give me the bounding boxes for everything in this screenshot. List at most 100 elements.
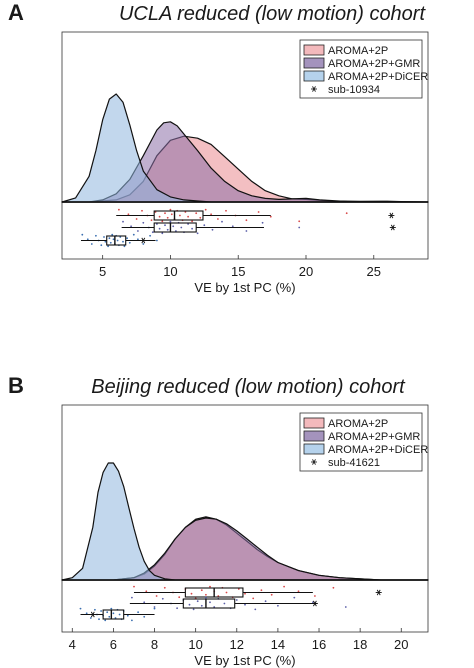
point-aroma-2p-dicer <box>108 615 111 618</box>
point-aroma-2p-gmr <box>235 599 238 601</box>
point-aroma-2p-gmr <box>205 596 207 599</box>
point-aroma-2p-gmr <box>151 231 154 234</box>
x-tick-label: 10 <box>188 637 202 652</box>
point-aroma-2p-gmr <box>130 225 133 228</box>
point-aroma-2p-gmr <box>169 220 172 223</box>
point-aroma-2p <box>217 218 219 220</box>
panel-letter: A <box>8 0 24 25</box>
point-aroma-2p-gmr <box>188 603 191 606</box>
plot-frame <box>61 31 429 260</box>
point-aroma-2p-dicer <box>149 234 152 237</box>
point-aroma-2p <box>145 590 148 593</box>
point-aroma-2p-dicer <box>142 243 145 245</box>
point-aroma-2p <box>135 218 138 220</box>
density-aroma-2p-gmr <box>61 517 429 581</box>
point-aroma-2p-dicer <box>137 238 139 241</box>
point-aroma-2p-gmr <box>176 607 179 610</box>
point-aroma-2p-gmr <box>245 230 248 232</box>
point-aroma-2p <box>163 586 166 589</box>
point-aroma-2p-gmr <box>344 606 347 608</box>
point-aroma-2p <box>257 211 260 213</box>
x-tick-label: 15 <box>231 264 245 279</box>
point-aroma-2p-gmr <box>192 608 195 611</box>
box-aroma-2p-gmr <box>182 598 236 609</box>
point-aroma-2p <box>190 592 193 595</box>
point-aroma-2p <box>154 211 157 213</box>
point-aroma-2p-gmr <box>180 226 183 229</box>
point-aroma-2p-gmr <box>213 606 216 608</box>
point-aroma-2p-dicer <box>123 245 126 248</box>
point-aroma-2p-gmr <box>131 596 133 599</box>
point-aroma-2p-gmr <box>187 223 190 225</box>
point-aroma-2p <box>217 595 220 597</box>
legend-label: AROMA+2P+DiCER <box>328 71 428 83</box>
legend-label: sub-10934 <box>328 84 380 96</box>
point-aroma-2p-dicer <box>86 238 89 241</box>
point-aroma-2p-dicer <box>95 234 97 237</box>
asterisk-stroke <box>313 600 317 607</box>
point-aroma-2p <box>195 212 198 215</box>
x-tick-label: 4 <box>69 637 76 652</box>
subject-marker <box>311 600 318 607</box>
point-aroma-2p <box>225 209 227 212</box>
point-aroma-2p-dicer <box>94 608 96 611</box>
point-aroma-2p-dicer <box>90 243 93 245</box>
panel-letter: B <box>8 373 24 398</box>
point-aroma-2p <box>155 595 158 597</box>
point-aroma-2p-dicer <box>128 241 131 244</box>
point-aroma-2p-dicer <box>112 238 115 241</box>
density-aroma-2p-dicer <box>61 462 429 581</box>
point-aroma-2p-dicer <box>85 612 88 615</box>
point-aroma-2p-dicer <box>107 245 109 248</box>
point-aroma-2p <box>298 220 301 223</box>
x-tick-label: 10 <box>163 264 177 279</box>
point-aroma-2p-gmr <box>203 224 206 227</box>
point-aroma-2p-gmr <box>211 228 214 231</box>
box-aroma-2p-gmr <box>153 222 197 233</box>
x-tick-label: 25 <box>367 264 381 279</box>
point-aroma-2p-gmr <box>196 232 199 235</box>
point-aroma-2p-gmr <box>172 225 175 228</box>
point-aroma-2p-dicer <box>108 237 111 240</box>
point-aroma-2p-gmr <box>244 603 246 606</box>
x-axis-label: VE by 1st PC (%) <box>194 653 295 668</box>
legend-label: sub-41621 <box>328 457 380 469</box>
legend-box <box>299 412 423 472</box>
x-tick-label: 5 <box>99 264 106 279</box>
x-tick-label: 20 <box>394 637 408 652</box>
point-aroma-2p-dicer <box>98 618 100 621</box>
panel-a: A UCLA reduced (low motion) cohort 5 10 15 20… <box>8 0 429 295</box>
subject-marker <box>89 611 96 618</box>
point-aroma-2p <box>161 220 164 223</box>
point-aroma-2p-gmr <box>137 230 139 232</box>
box-aroma-2p-dicer <box>106 235 127 246</box>
point-aroma-2p-dicer <box>126 614 129 617</box>
point-aroma-2p-gmr <box>164 224 166 227</box>
point-aroma-2p-dicer <box>89 617 92 619</box>
legend-swatch <box>303 430 325 442</box>
density-aroma-2p-dicer <box>61 93 429 203</box>
point-aroma-2p-dicer <box>131 619 133 622</box>
point-aroma-2p <box>184 211 187 213</box>
point-aroma-2p-dicer <box>104 240 107 243</box>
point-aroma-2p-dicer <box>122 240 124 243</box>
point-aroma-2p-gmr <box>293 596 296 599</box>
legend-label: AROMA+2P+DiCER <box>328 444 428 456</box>
point-aroma-2p <box>150 219 153 222</box>
point-aroma-2p <box>118 208 120 211</box>
subject-marker <box>389 224 396 231</box>
point-aroma-2p <box>345 212 348 215</box>
point-aroma-2p-gmr <box>191 227 194 230</box>
x-axis-label: VE by 1st PC (%) <box>194 280 295 295</box>
point-aroma-2p-dicer <box>114 617 117 619</box>
point-aroma-2p-dicer <box>109 241 112 244</box>
point-aroma-2p-dicer <box>137 611 140 614</box>
point-aroma-2p <box>260 589 263 592</box>
point-aroma-2p <box>332 586 335 589</box>
point-aroma-2p-dicer <box>110 607 113 610</box>
legend-swatch <box>303 417 325 429</box>
point-aroma-2p <box>245 219 248 222</box>
asterisk-stroke <box>389 212 394 219</box>
point-aroma-2p <box>204 208 207 211</box>
point-aroma-2p-gmr <box>312 601 314 604</box>
